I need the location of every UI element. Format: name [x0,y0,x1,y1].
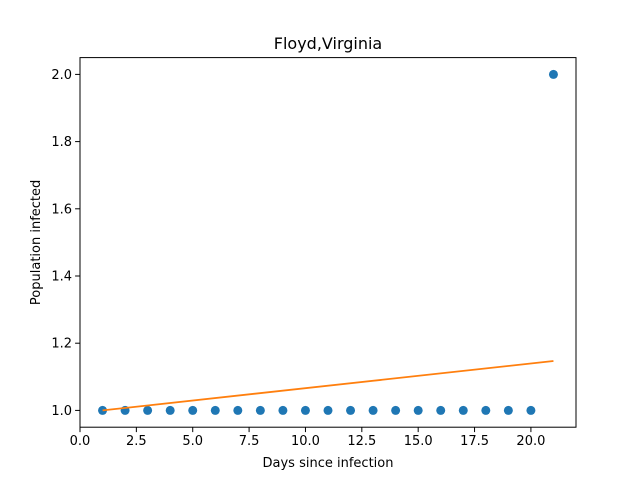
y-tick-label: 1.6 [51,202,72,217]
data-point [368,405,378,415]
data-point [526,405,536,415]
y-tick-label: 2.0 [51,68,72,83]
x-tick-label: 7.5 [239,434,260,449]
y-tick-label: 1.2 [51,337,72,352]
data-point [458,405,468,415]
data-point [165,405,175,415]
plot-area [98,69,558,415]
x-axis: 0.0 2.5 5.0 7.5 10.0 12.5 15.0 17.5 20.0 [70,427,545,449]
data-point [413,405,423,415]
data-point [391,405,401,415]
x-tick-label: 20.0 [516,434,545,449]
data-point [210,405,220,415]
axes-frame [79,57,577,428]
y-axis: 1.0 1.2 1.4 1.6 1.8 2.0 [51,68,80,419]
x-tick-label: 2.5 [126,434,147,449]
data-point [255,405,265,415]
data-point [346,405,356,415]
y-axis-label: Population infected [29,180,44,305]
data-point [300,405,310,415]
data-point [436,405,446,415]
chart-title: Floyd,Virginia [274,34,382,53]
data-point [233,405,243,415]
x-tick-label: 15.0 [404,434,433,449]
data-point [548,69,558,79]
y-tick-label: 1.8 [51,135,72,150]
x-tick-label: 10.0 [291,434,320,449]
y-tick-label: 1.4 [51,270,72,285]
fit-line [102,360,554,412]
data-point [143,405,153,415]
data-point [323,405,333,415]
data-point [188,405,198,415]
x-tick-label: 12.5 [347,434,376,449]
data-point [481,405,491,415]
x-tick-label: 17.5 [460,434,489,449]
x-tick-label: 0.0 [70,434,91,449]
data-point [278,405,288,415]
y-tick-label: 1.0 [51,404,72,419]
x-tick-label: 5.0 [182,434,203,449]
data-point [503,405,513,415]
x-axis-label: Days since infection [263,456,394,471]
